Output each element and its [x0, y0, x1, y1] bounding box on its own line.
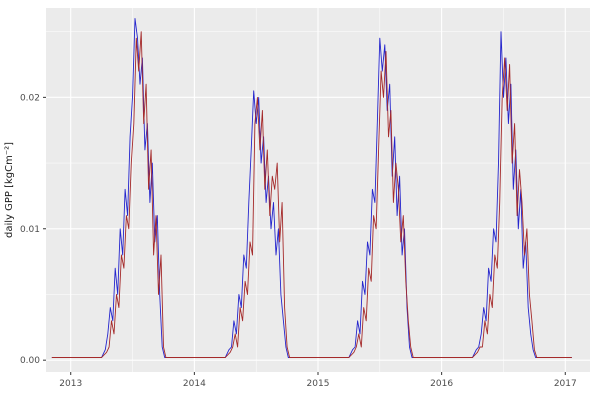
x-tick-label: 2017: [554, 379, 577, 389]
x-tick-label: 2016: [430, 379, 453, 389]
x-tick-label: 2014: [183, 379, 206, 389]
series-darkred-line: [51, 31, 572, 358]
x-tick-label: 2015: [307, 379, 330, 389]
y-tick-label: 0.01: [20, 225, 40, 235]
y-tick-label: 0.00: [20, 356, 40, 366]
y-tick-label: 0.02: [20, 93, 40, 103]
y-axis-title: daily GPP [kgCm⁻²]: [4, 142, 15, 238]
x-tick-label: 2013: [59, 379, 82, 389]
